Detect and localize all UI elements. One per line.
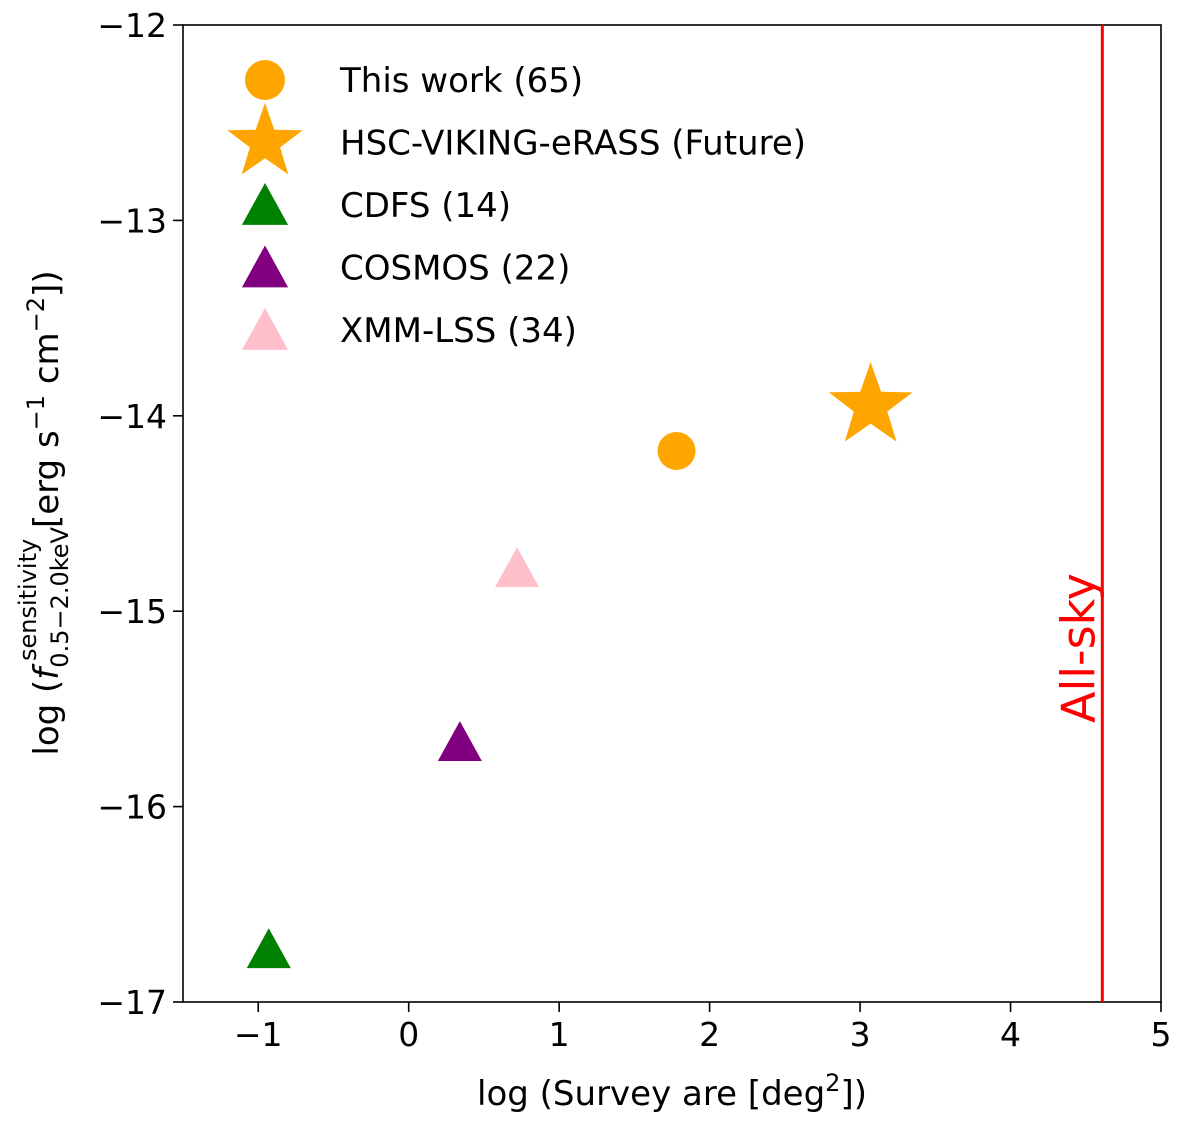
y-tick-label: −14 [97,397,167,436]
y-tick-label: −13 [97,201,167,240]
x-tick-label: 3 [850,1015,871,1054]
y-axis-label-unit-sup1: −1 [22,395,50,430]
x-tick-label: 1 [549,1015,570,1054]
legend: This work (65) HSC-VIKING-eRASS (Future) C… [227,60,806,351]
y-axis-label-sup: sensitivity [14,539,42,661]
y-axis-label-prefix: log ( [27,680,67,756]
legend-marker-triangle [241,307,289,350]
y-tick-label: −16 [97,788,167,827]
all-sky-label: All-sky [1051,573,1105,723]
legend-entry-label: HSC-VIKING-eRASS (Future) [340,124,806,164]
data-point-triangle [246,928,291,969]
x-axis-label-suffix: ]) [840,1074,867,1114]
y-tick-label: −17 [97,983,167,1022]
all-sky-line-group: All-sky [1051,25,1105,1002]
x-tick-label: 0 [398,1015,419,1054]
y-tick-label: −15 [97,592,167,631]
legend-marker-triangle [241,245,289,288]
legend-marker-star [227,102,303,175]
x-tick-label: 5 [1151,1015,1172,1054]
y-axis-label: log (f0.5−2.0keVsensitivity [erg s−1 cm−… [14,270,74,755]
data-point-circle [657,431,696,470]
legend-entry-label: CDFS (14) [340,186,511,226]
y-axis-label-unit-mid: cm [27,332,67,395]
data-point-triangle [437,721,482,762]
x-axis-label-sup: 2 [825,1069,840,1097]
y-axis-label-suffix: ]) [27,270,67,297]
y-tick-label: −12 [97,6,167,45]
x-tick-label: −1 [234,1015,283,1054]
legend-entry-label: COSMOS (22) [340,249,570,289]
x-tick-label: 2 [699,1015,720,1054]
data-point-star [828,362,913,442]
x-axis-label-prefix: log (Survey are [deg [477,1074,825,1114]
x-tick-label: 4 [1000,1015,1021,1054]
legend-entry-label: This work (65) [339,61,583,101]
data-point-triangle [495,547,540,588]
data-points [246,362,913,969]
legend-marker-triangle [241,182,289,225]
y-axis-label-sub: 0.5−2.0keV [46,526,74,667]
y-axis-label-unit: [erg s [27,430,67,538]
legend-entry-label: XMM-LSS (34) [340,311,577,351]
y-axis-label-unit-sup2: −2 [22,297,50,332]
legend-marker-circle [245,60,285,100]
axis-ticks: −1 0 1 2 3 4 5 −17 −16 −15 −14 −13 −12 [97,6,1171,1054]
x-axis-label: log (Survey are [deg2]) [477,1069,867,1114]
plot-frame [182,24,1162,1003]
